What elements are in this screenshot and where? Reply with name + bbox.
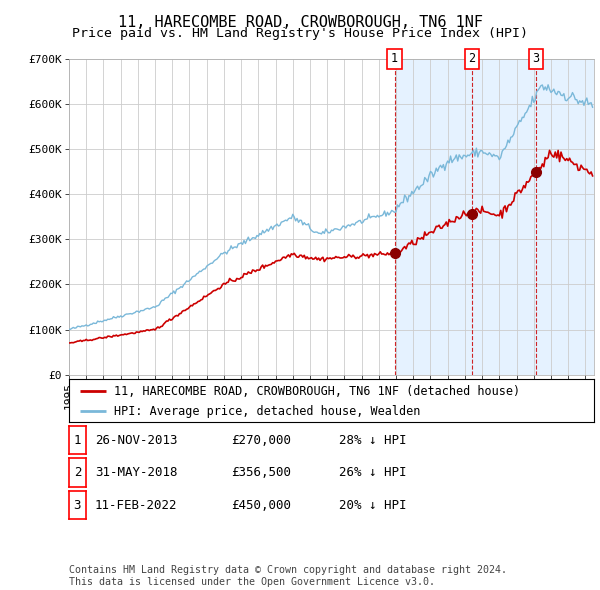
Text: 3: 3 (532, 53, 539, 65)
Text: 3: 3 (74, 499, 81, 512)
Text: Price paid vs. HM Land Registry's House Price Index (HPI): Price paid vs. HM Land Registry's House … (72, 27, 528, 40)
Text: £450,000: £450,000 (231, 499, 291, 512)
Bar (395, 59, 594, 375)
Text: 11, HARECOMBE ROAD, CROWBOROUGH, TN6 1NF: 11, HARECOMBE ROAD, CROWBOROUGH, TN6 1NF (118, 15, 482, 30)
Text: £270,000: £270,000 (231, 434, 291, 447)
Text: HPI: Average price, detached house, Wealden: HPI: Average price, detached house, Weal… (113, 405, 420, 418)
Text: 26% ↓ HPI: 26% ↓ HPI (339, 466, 407, 479)
Text: 1: 1 (74, 434, 81, 447)
Text: 1: 1 (391, 53, 398, 65)
Text: 11, HARECOMBE ROAD, CROWBOROUGH, TN6 1NF (detached house): 11, HARECOMBE ROAD, CROWBOROUGH, TN6 1NF… (113, 385, 520, 398)
Text: £356,500: £356,500 (231, 466, 291, 479)
Text: Contains HM Land Registry data © Crown copyright and database right 2024.
This d: Contains HM Land Registry data © Crown c… (69, 565, 507, 587)
Text: 31-MAY-2018: 31-MAY-2018 (95, 466, 178, 479)
Text: 20% ↓ HPI: 20% ↓ HPI (339, 499, 407, 512)
Text: 11-FEB-2022: 11-FEB-2022 (95, 499, 178, 512)
Text: 26-NOV-2013: 26-NOV-2013 (95, 434, 178, 447)
Text: 2: 2 (74, 466, 81, 479)
Text: 28% ↓ HPI: 28% ↓ HPI (339, 434, 407, 447)
Text: 2: 2 (469, 53, 476, 65)
